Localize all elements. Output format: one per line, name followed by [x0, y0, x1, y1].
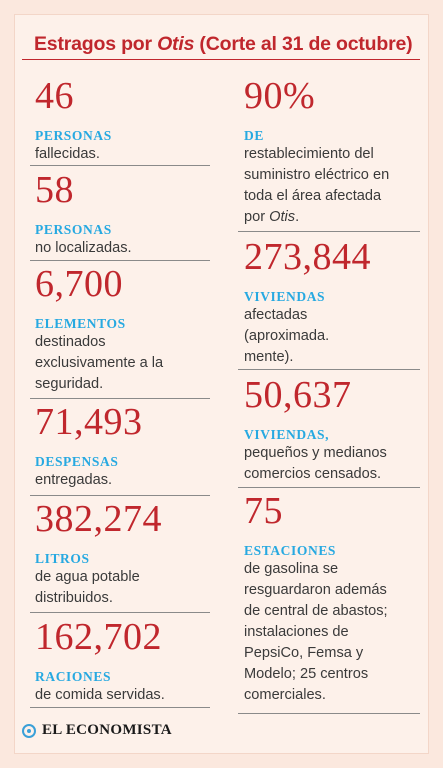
el-economista-logo: EL ECONOMISTA — [22, 722, 172, 739]
stat-despensas: 71,493 DESPENSAS entregadas. — [35, 402, 143, 491]
stat-description-emphasis: Otis — [269, 209, 296, 225]
divider — [238, 369, 420, 370]
stat-label: RACIONES — [35, 669, 112, 684]
divider — [30, 260, 210, 261]
infographic-card — [14, 14, 429, 754]
stat-description-text: restablecimiento del suministro eléctric… — [244, 146, 390, 225]
infographic-title: Estragos por Otis (Corte al 31 de octubr… — [34, 33, 413, 56]
stat-number: 46 — [35, 75, 74, 117]
stat-description: destinados exclusivamente a la seguridad… — [35, 334, 164, 392]
stat-fallecidas: 46 PERSONAS fallecidas. — [35, 76, 112, 165]
divider — [30, 398, 210, 399]
stat-label: PERSONAS — [35, 222, 112, 237]
stat-number: 58 — [35, 169, 74, 211]
stat-raciones: 162,702 RACIONES de comida servidas. — [35, 617, 165, 706]
stat-description: restablecimiento del suministro eléctric… — [244, 144, 392, 228]
stat-description: de gasolina se resguardaron además de ce… — [244, 561, 388, 703]
title-suffix: (Corte al 31 de octubre) — [194, 33, 413, 55]
stat-number: 90% — [244, 75, 316, 117]
stat-elementos: 6,700 ELEMENTOS destinados exclusivament… — [35, 264, 185, 395]
stat-description: pequeños y medianos comercios censados. — [244, 445, 387, 482]
el-economista-logo-icon — [22, 723, 36, 738]
stat-number: 75 — [244, 490, 283, 532]
stat-description-end: . — [295, 209, 300, 225]
stat-number: 382,274 — [35, 498, 162, 540]
brand-name: EL ECONOMISTA — [42, 722, 172, 738]
stat-number: 50,637 — [244, 374, 352, 416]
divider — [30, 165, 210, 166]
stat-label: PERSONAS — [35, 128, 112, 143]
stat-estaciones: 75 ESTACIONES de gasolina se resguardaro… — [244, 491, 396, 706]
title-divider — [22, 59, 420, 60]
divider — [238, 487, 420, 488]
stat-description: de agua potable distribuidos. — [35, 569, 140, 606]
stat-description: entregadas. — [35, 472, 113, 488]
divider — [30, 495, 210, 496]
stat-viviendas-afectadas: 273,844 VIVIENDAS afectadas (aproximada.… — [244, 236, 371, 368]
title-emphasis: Otis — [157, 33, 195, 55]
stat-label: DE — [244, 128, 264, 143]
stat-restablecimiento: 90% DE restablecimiento del suministro e… — [244, 76, 392, 228]
stat-litros: 382,274 LITROS de agua potable distribui… — [35, 499, 165, 609]
stat-label: DESPENSAS — [35, 454, 119, 469]
stat-viviendas-censadas: 50,637 VIVIENDAS, pequeños y medianos co… — [244, 375, 404, 485]
stat-label: ESTACIONES — [244, 543, 337, 558]
stat-description: afectadas (aproximada. mente). — [244, 307, 330, 365]
stat-description: no localizadas. — [35, 240, 132, 256]
divider — [238, 231, 420, 232]
divider — [30, 612, 210, 613]
stat-label: VIVIENDAS, — [244, 427, 330, 442]
stat-number: 6,700 — [35, 263, 123, 305]
stat-description: fallecidas. — [35, 146, 100, 162]
divider — [238, 713, 420, 714]
stat-label: LITROS — [35, 551, 90, 566]
title-prefix: Estragos por — [34, 33, 158, 55]
stat-number: 162,702 — [35, 616, 162, 658]
stat-label: ELEMENTOS — [35, 316, 126, 331]
stat-description: de comida servidas. — [35, 687, 165, 703]
divider — [30, 707, 210, 708]
stat-label: VIVIENDAS — [244, 289, 326, 304]
stat-no-localizadas: 58 PERSONAS no localizadas. — [35, 170, 132, 259]
stat-number: 273,844 — [244, 236, 371, 278]
stat-number: 71,493 — [35, 401, 143, 443]
